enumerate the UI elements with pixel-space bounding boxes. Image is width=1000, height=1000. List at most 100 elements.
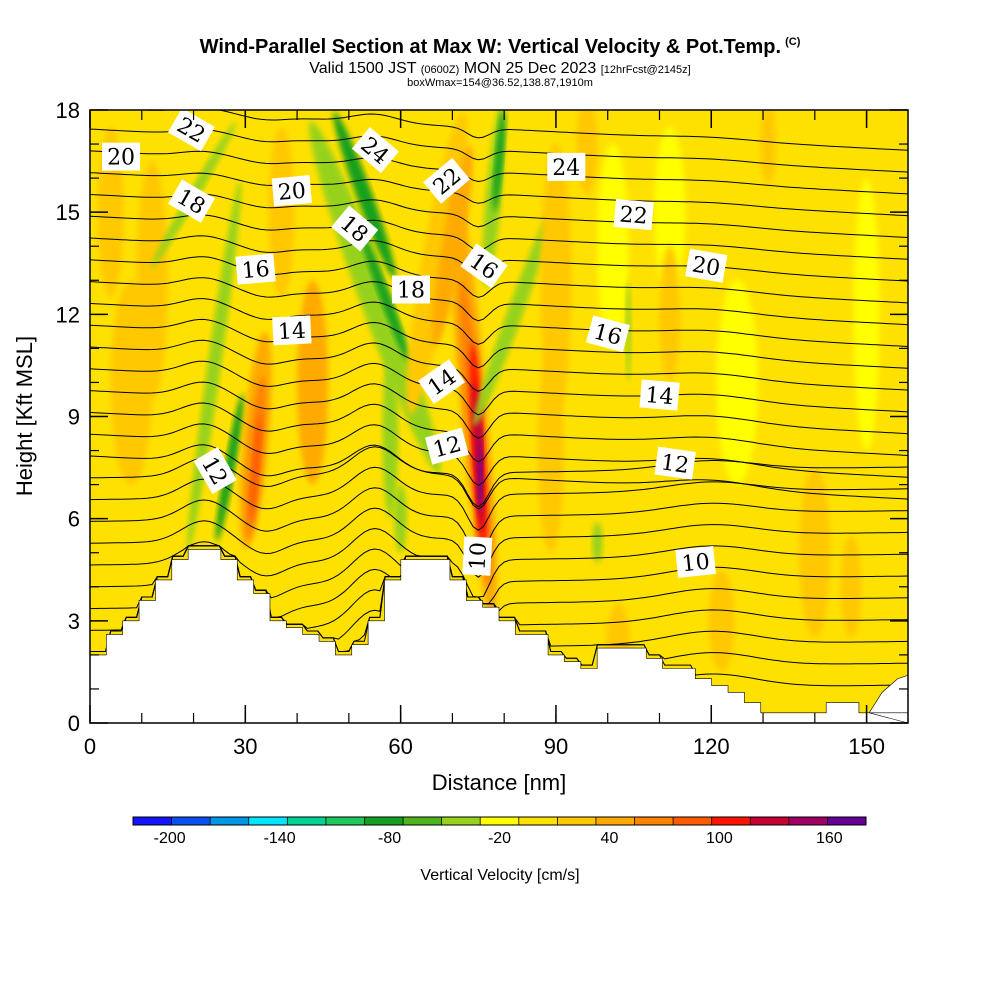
colorbar-swatch: [557, 817, 597, 825]
valid-time-a: Valid 1500 JST: [309, 60, 417, 77]
contour-label: 10: [462, 536, 493, 576]
colorbar-tick-label: -80: [378, 830, 401, 847]
contour-label: 14: [639, 379, 680, 411]
field-band: [540, 144, 572, 417]
theta-contour-line: [90, 277, 908, 326]
x-tick-label: 60: [388, 734, 412, 759]
contour-label: 18: [331, 205, 379, 252]
colorbar-swatch: [788, 817, 828, 825]
contour-label-box: [613, 198, 654, 231]
colorbar-tick-label: -20: [488, 830, 511, 847]
theta-contour-line: [90, 150, 908, 195]
field-band: [333, 111, 396, 279]
y-tick-label: 9: [68, 405, 80, 430]
theta-contour-line: [90, 466, 908, 531]
theta-contour-line: [90, 527, 908, 598]
field-band: [716, 280, 758, 485]
contour-label-box: [586, 315, 630, 353]
field-band: [478, 447, 482, 509]
theta-contour-line: [90, 487, 908, 555]
contour-label-text: 14: [277, 319, 306, 345]
contour-label-text: 22: [619, 202, 649, 229]
x-tick-label: 0: [84, 734, 96, 759]
theta-contour-line: [90, 128, 908, 173]
theta-contour-line: [90, 444, 908, 510]
colorbar-tick-label: 160: [816, 830, 843, 847]
contour-label-text: 10: [681, 550, 711, 578]
y-tick-label: 12: [56, 302, 80, 327]
y-axis-title: Height [Kft MSL]: [12, 336, 37, 496]
colorbar-swatch: [325, 817, 365, 825]
field-band: [268, 127, 295, 298]
colorbar: -200 -140 -80 -20 40 100 160: [132, 816, 867, 847]
theta-contour-line: [90, 318, 908, 369]
colorbar-tick-label: -140: [264, 830, 296, 847]
colorbar-swatch: [287, 817, 327, 825]
y-tick-label: 0: [68, 711, 80, 736]
contour-label-text: 12: [659, 450, 690, 479]
valid-time-utc: (0600Z): [420, 64, 460, 76]
colorbar-swatch: [827, 817, 867, 825]
theta-contour-line: [90, 402, 908, 463]
colorbar-swatch: [634, 817, 674, 825]
colorbar-swatch: [364, 817, 404, 825]
field-band: [592, 522, 603, 563]
theta-contour-line: [90, 193, 908, 238]
contour-label-box: [417, 359, 466, 404]
field-band: [297, 280, 329, 485]
axes: 0 30 60 90 120 150 0 3 6 9 12 15 18: [56, 98, 908, 759]
theta-contour-line: [90, 423, 908, 486]
contour-label-box: [391, 275, 430, 304]
contour-label-box: [235, 253, 276, 285]
theta-contour-line: [90, 381, 908, 439]
contour-label-box: [685, 248, 728, 283]
colorbar-swatch: [441, 817, 481, 825]
field-band: [110, 280, 153, 485]
field-band: [394, 484, 407, 553]
contour-label: 20: [271, 175, 312, 207]
contour-label-text: 18: [397, 278, 425, 303]
contour-label-box: [102, 142, 141, 171]
theta-contour-line: [90, 298, 908, 347]
contour-label-box: [168, 179, 215, 223]
field-band: [853, 178, 880, 451]
x-tick-label: 150: [848, 734, 885, 759]
colorbar-swatch: [595, 817, 635, 825]
contour-label-box: [168, 107, 215, 152]
x-axis-title: Distance [nm]: [432, 770, 567, 795]
valid-time-b: MON 25 Dec 2023: [463, 60, 597, 77]
contour-label-box: [654, 446, 696, 480]
contour-label-text: 24: [552, 156, 580, 181]
contour-label: 22: [613, 198, 654, 231]
contour-label: 16: [235, 253, 276, 285]
contour-label-text: 20: [277, 179, 307, 206]
field-band: [473, 202, 556, 427]
contour-label: 12: [654, 446, 696, 480]
colorbar-swatch: [171, 817, 211, 825]
contour-label: 16: [586, 315, 630, 353]
copyright-mark: (C): [785, 36, 801, 49]
field-band: [654, 127, 686, 298]
field-band: [361, 233, 409, 362]
contour-label-box: [547, 152, 586, 181]
contour-label: 14: [272, 315, 312, 346]
colorbar-swatch: [480, 817, 520, 825]
contour-label-box: [193, 447, 237, 494]
y-tick-label: 18: [56, 98, 80, 123]
y-tick-label: 15: [56, 200, 80, 225]
field-band: [840, 535, 862, 638]
field-band: [597, 144, 629, 349]
theta-contour-line: [90, 172, 908, 217]
x-tick-label: 30: [233, 734, 257, 759]
contour-label-box: [272, 315, 312, 346]
theta-contour-line: [133, 110, 908, 151]
theta-contour-line: [90, 339, 908, 392]
contour-label-text: 20: [107, 146, 135, 171]
theta-contour-line: [90, 545, 908, 605]
colorbar-swatch: [518, 817, 558, 825]
field-band: [625, 280, 632, 383]
contour-label-box: [462, 536, 493, 576]
colorbar-tick-label: 100: [706, 830, 733, 847]
field-band: [382, 348, 399, 519]
